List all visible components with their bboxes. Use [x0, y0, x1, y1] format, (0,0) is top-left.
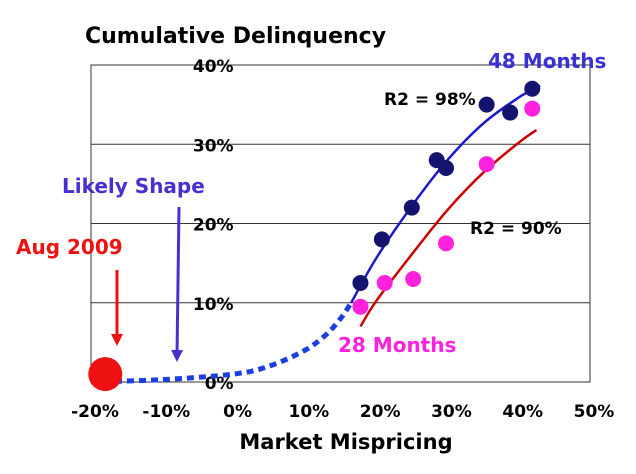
y-tick-label: 10% [193, 295, 234, 315]
x-tick-label: 40% [502, 402, 543, 422]
gridlines [91, 64, 590, 383]
x-tick-label: -20% [71, 402, 119, 422]
x-axis-label: Market Mispricing [239, 430, 452, 454]
fit-curve-48-months [350, 84, 541, 304]
x-tick-label: 20% [360, 402, 401, 422]
r2-label-48-months: R2 = 98% [384, 90, 476, 110]
x-tick-label: 10% [289, 402, 330, 422]
x-tick-label: 0% [223, 402, 252, 422]
series-label-48-months: 48 Months [488, 49, 606, 73]
point-48-months [438, 160, 455, 177]
point-28-months [524, 100, 541, 117]
data-points [88, 80, 541, 392]
y-tick-label: 40% [193, 57, 234, 77]
aug-2009-label: Aug 2009 [16, 235, 123, 259]
point-48-months [352, 274, 369, 291]
point-28-months [376, 274, 393, 291]
likely-shape-arrow [171, 206, 184, 362]
chart-title: Cumulative Delinquency [85, 24, 386, 49]
r2-label-28-months: R2 = 90% [470, 219, 562, 239]
likely-shape-label: Likely Shape [62, 174, 205, 198]
point-28-months [478, 156, 495, 173]
point-48-months [403, 199, 420, 216]
point-28-months [438, 235, 455, 252]
y-tick-label: 0% [205, 374, 234, 394]
likely-shape-curve [90, 301, 354, 385]
x-tick-label: 50% [574, 402, 615, 422]
curves [90, 84, 541, 385]
y-tick-label: 30% [193, 136, 234, 156]
point-48-months [524, 80, 541, 97]
x-tick-label: 30% [431, 402, 472, 422]
point-48-months [478, 96, 495, 113]
series-label-28-months: 28 Months [338, 333, 456, 357]
aug-2009-marker [88, 357, 123, 392]
point-28-months [352, 298, 369, 315]
y-tick-label: 20% [193, 216, 234, 236]
x-tick-label: -10% [142, 402, 190, 422]
y-tick-labels: 0% 10% 20% 30% 40% [193, 57, 234, 394]
point-28-months [405, 270, 422, 287]
point-48-months [373, 231, 390, 248]
point-48-months [502, 104, 519, 121]
fit-curve-28-months [359, 128, 538, 328]
x-tick-labels: -20% -10% 0% 10% 20% 30% 40% 50% [71, 402, 614, 422]
